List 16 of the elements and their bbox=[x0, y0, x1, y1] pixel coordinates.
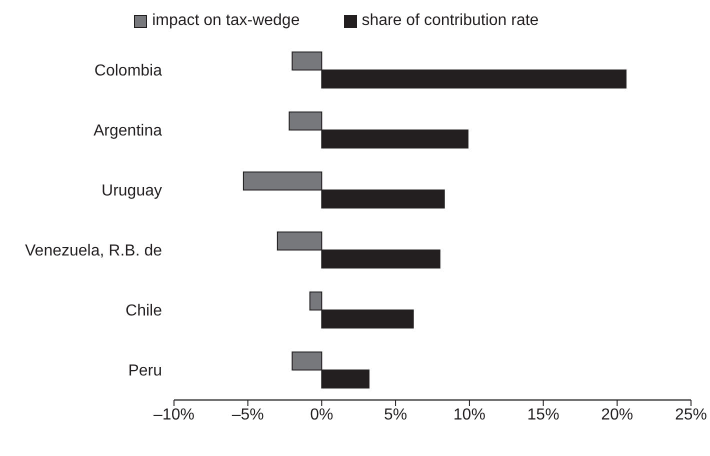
y-tick-label: Uruguay bbox=[102, 182, 162, 200]
y-tick-label: Chile bbox=[126, 302, 162, 320]
y-tick-label: Venezuela, R.B. de bbox=[25, 242, 162, 260]
y-tick-label: Argentina bbox=[94, 122, 162, 140]
x-tick-label: –5% bbox=[232, 406, 264, 424]
x-tick-label: 20% bbox=[601, 406, 634, 424]
y-tick-label: Colombia bbox=[94, 62, 162, 80]
legend-label: share of contribution rate bbox=[362, 12, 539, 30]
x-tick-label: –10% bbox=[154, 406, 194, 424]
x-tick-label: 10% bbox=[453, 406, 486, 424]
x-tick-label: 5% bbox=[384, 406, 408, 424]
x-tick-label: 25% bbox=[674, 406, 708, 424]
x-tick-label: 0% bbox=[310, 406, 334, 424]
y-tick-label: Peru bbox=[128, 362, 162, 380]
x-tick-label: 15% bbox=[527, 406, 560, 424]
legend-label: impact on tax-wedge bbox=[152, 12, 300, 30]
